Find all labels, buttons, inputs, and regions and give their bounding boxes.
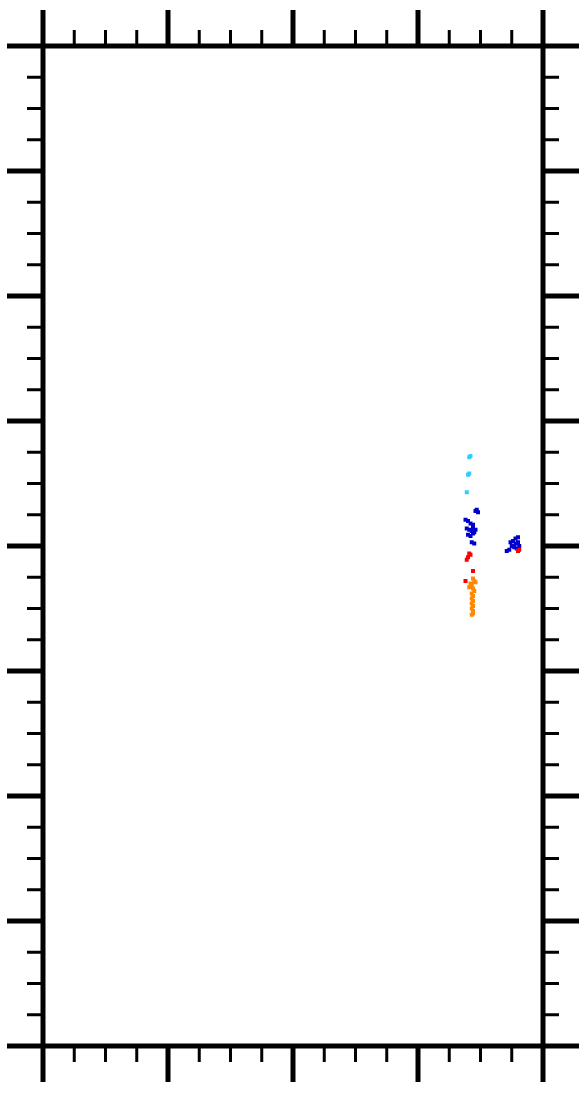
- data-point: [511, 539, 515, 543]
- data-point: [467, 527, 472, 532]
- data-point: [516, 540, 520, 545]
- data-point: [513, 536, 518, 541]
- data-point: [468, 552, 473, 557]
- data-point: [471, 594, 475, 598]
- data-point: [471, 609, 475, 613]
- data-point: [471, 604, 475, 608]
- data-point: [472, 541, 477, 546]
- data-point: [468, 521, 473, 526]
- tick-marks: [7, 10, 579, 1082]
- data-point: [464, 557, 469, 562]
- data-point: [471, 569, 475, 573]
- data-point: [467, 471, 472, 476]
- data-point: [517, 544, 522, 548]
- data-point: [471, 531, 475, 536]
- data-point: [468, 534, 473, 538]
- data-points: [463, 454, 522, 617]
- data-point: [467, 585, 472, 590]
- data-point: [469, 591, 474, 596]
- data-point: [512, 545, 517, 550]
- data-point: [476, 510, 480, 515]
- data-point: [466, 519, 470, 523]
- data-point: [469, 540, 474, 545]
- data-point: [469, 606, 474, 611]
- data-point: [469, 529, 474, 533]
- data-point: [517, 547, 522, 552]
- data-point: [469, 601, 474, 606]
- data-point: [471, 526, 475, 531]
- data-point: [468, 581, 473, 586]
- data-point: [471, 599, 475, 603]
- data-point: [463, 579, 468, 583]
- data-point: [504, 549, 509, 553]
- data-point: [474, 507, 479, 512]
- data-point: [464, 526, 469, 531]
- data-point: [471, 522, 475, 527]
- data-point: [468, 454, 473, 458]
- data-point: [473, 527, 478, 532]
- data-point: [507, 547, 512, 552]
- data-point: [463, 517, 468, 522]
- data-point: [471, 586, 475, 591]
- data-point: [508, 540, 513, 545]
- data-point: [516, 535, 520, 540]
- data-point: [509, 544, 514, 548]
- data-point: [469, 596, 474, 601]
- data-point: [464, 490, 469, 495]
- data-point: [472, 589, 477, 593]
- data-point: [466, 555, 470, 560]
- data-point: [513, 541, 518, 546]
- data-point: [471, 576, 475, 581]
- data-point: [466, 532, 470, 537]
- data-point: [469, 612, 474, 617]
- data-point: [514, 546, 519, 551]
- data-point: [473, 580, 478, 585]
- plot-frame: [40, 43, 546, 1049]
